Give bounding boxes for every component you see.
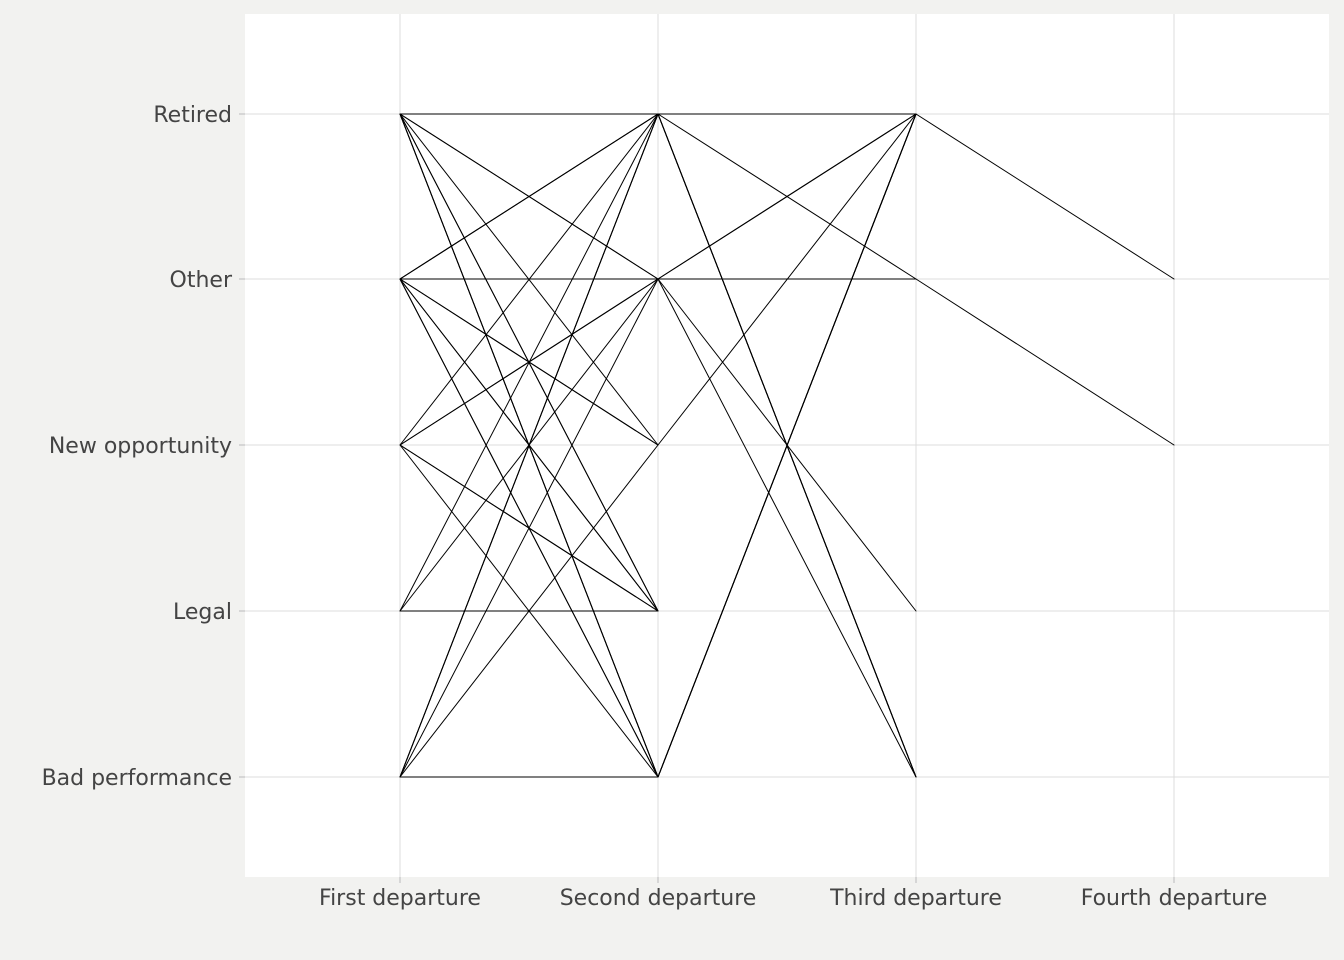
series-line — [399, 113, 917, 778]
x-tick-label: Fourth departure — [1081, 886, 1268, 911]
y-tick-label: Other — [170, 268, 233, 293]
x-tick-label: Third departure — [829, 886, 1002, 911]
y-tick-label: Bad performance — [42, 766, 232, 791]
y-tick-label: New opportunity — [49, 434, 232, 459]
series-line — [399, 444, 659, 778]
y-tick-label: Legal — [173, 600, 232, 625]
series-line — [399, 113, 917, 778]
series-line — [399, 113, 917, 778]
y-axis: Bad performance Legal New opportunity Other… — [42, 103, 245, 791]
y-tick-label: Retired — [153, 103, 232, 128]
x-axis: First departure Second departure Third dep… — [319, 877, 1267, 911]
x-tick-label: Second departure — [560, 886, 757, 911]
series-lines — [399, 113, 1175, 778]
series-line — [399, 113, 659, 612]
x-tick-label: First departure — [319, 886, 481, 911]
